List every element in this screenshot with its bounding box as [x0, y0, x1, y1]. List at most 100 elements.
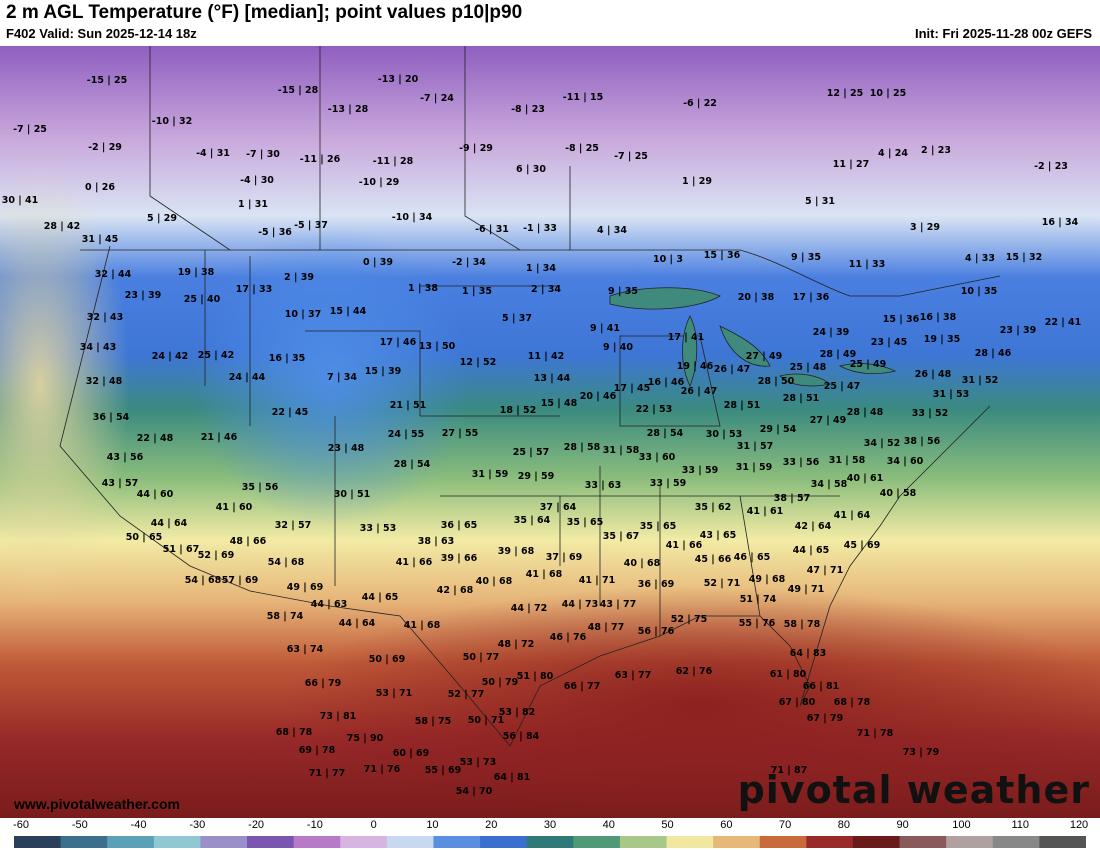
point-value: 34 | 58	[811, 479, 848, 490]
point-value: 16 | 46	[648, 377, 685, 388]
point-value: 68 | 78	[834, 697, 871, 708]
point-value: -8 | 25	[565, 143, 599, 154]
point-value: 40 | 68	[624, 558, 661, 569]
point-value: 32 | 48	[86, 376, 123, 387]
point-value: 44 | 63	[311, 599, 348, 610]
colorbar-segment	[386, 836, 434, 848]
point-value: 71 | 78	[857, 728, 894, 739]
point-value: 58 | 78	[784, 619, 821, 630]
point-value: 62 | 76	[676, 666, 713, 677]
point-value: 19 | 35	[924, 334, 961, 345]
point-value: 10 | 35	[961, 286, 998, 297]
point-value: 37 | 64	[540, 502, 577, 513]
website-url[interactable]: www.pivotalweather.com	[14, 796, 180, 812]
point-value: 15 | 36	[704, 250, 741, 261]
point-value: 45 | 66	[695, 554, 732, 565]
colorbar-tick-label: 120	[1069, 819, 1089, 831]
colorbar-tick-label: -50	[71, 819, 88, 831]
point-value: 35 | 67	[603, 531, 640, 542]
point-value: 55 | 69	[425, 765, 462, 776]
rockies-cold-area	[190, 226, 470, 526]
point-value: -9 | 29	[459, 143, 493, 154]
point-value: 33 | 60	[639, 452, 676, 463]
point-value: 33 | 53	[360, 523, 397, 534]
point-value: 39 | 68	[498, 546, 535, 557]
point-value: 17 | 33	[236, 284, 273, 295]
point-value: 17 | 41	[668, 332, 705, 343]
point-value: 17 | 36	[793, 292, 830, 303]
point-value: 52 | 69	[198, 550, 235, 561]
point-value: 41 | 64	[834, 510, 871, 521]
point-value: 22 | 41	[1045, 317, 1082, 328]
point-value: 51 | 74	[740, 594, 777, 605]
colorbar-segment	[946, 836, 994, 848]
point-value: 25 | 57	[513, 447, 550, 458]
point-value: 61 | 80	[770, 669, 807, 680]
point-value: 3 | 29	[910, 222, 940, 233]
colorbar-tick-label: 50	[661, 819, 674, 831]
temperature-map[interactable]: -15 | 25 -15 | 28 -13 | 20 -7 | 24 -13 | 28 -…	[0, 46, 1100, 818]
colorbar-segment	[852, 836, 901, 848]
point-value: -11 | 28	[373, 156, 414, 167]
point-value: 51 | 80	[517, 671, 554, 682]
point-value: 26 | 48	[915, 369, 952, 380]
point-value: 31 | 58	[829, 455, 866, 466]
point-value: 19 | 46	[677, 361, 714, 372]
point-value: -2 | 23	[1034, 161, 1068, 172]
point-value: 4 | 33	[965, 253, 995, 264]
point-value: 25 | 49	[850, 359, 887, 370]
point-value: 58 | 75	[415, 716, 452, 727]
point-value: -7 | 24	[420, 93, 454, 104]
point-value: 29 | 59	[518, 471, 555, 482]
point-value: 9 | 41	[590, 323, 620, 334]
point-value: -15 | 25	[87, 75, 127, 86]
point-value: -13 | 28	[328, 104, 369, 115]
point-value: 22 | 45	[272, 407, 309, 418]
point-value: 28 | 54	[647, 428, 684, 439]
point-value: -5 | 36	[258, 227, 292, 238]
point-value: 9 | 40	[603, 342, 633, 353]
point-value: 31 | 59	[472, 469, 509, 480]
colorbar-segment	[247, 836, 295, 848]
point-value: 56 | 84	[503, 731, 540, 742]
colorbar-segment	[200, 836, 248, 848]
color-scale: -60 -50 -40 -30 -20 -10 0 10 20 30 40 50 60 70 80 90 100…	[0, 818, 1100, 850]
point-value: 28 | 48	[847, 407, 884, 418]
colorbar-segment	[573, 836, 621, 848]
point-value: 44 | 73	[562, 599, 599, 610]
point-value: 28 | 46	[975, 348, 1012, 359]
point-value: 1 | 31	[238, 199, 268, 210]
colorbar-tick-label: -40	[130, 819, 147, 831]
point-value: 73 | 79	[903, 747, 940, 758]
point-value: 52 | 77	[448, 689, 485, 700]
colorbar-tick-label: 90	[896, 819, 909, 831]
colorbar-tick-label: 60	[720, 819, 733, 831]
point-value: 1 | 34	[526, 263, 556, 274]
point-value: 38 | 63	[418, 536, 455, 547]
point-value: 39 | 66	[441, 553, 478, 564]
colorbar-segment	[713, 836, 761, 848]
point-value: 44 | 60	[137, 489, 174, 500]
point-value: 5 | 37	[502, 313, 532, 324]
point-value: 33 | 56	[783, 457, 820, 468]
point-value: 21 | 51	[390, 400, 427, 411]
point-value: 53 | 82	[499, 707, 536, 718]
colorbar-segment	[14, 836, 62, 848]
point-value: 33 | 59	[682, 465, 719, 476]
point-value: 38 | 56	[904, 436, 941, 447]
point-value: 11 | 42	[528, 351, 565, 362]
colorbar-tick-label: 100	[952, 819, 971, 831]
point-value: 11 | 27	[833, 159, 870, 170]
colorbar-tick-label: 20	[485, 819, 498, 831]
point-value: 33 | 52	[912, 408, 949, 419]
point-value: -13 | 20	[378, 74, 419, 85]
point-value: 54 | 70	[456, 786, 493, 797]
point-value: 52 | 75	[671, 614, 708, 625]
point-value: 11 | 33	[849, 259, 886, 270]
point-value: 12 | 52	[460, 357, 497, 368]
colorbar-tick-label: -10	[306, 819, 323, 831]
point-value: 16 | 34	[1042, 217, 1079, 228]
colorbar-tick-label: 10	[426, 819, 439, 831]
colorbar-tick-label: 80	[837, 819, 850, 831]
point-value: 25 | 47	[824, 381, 861, 392]
